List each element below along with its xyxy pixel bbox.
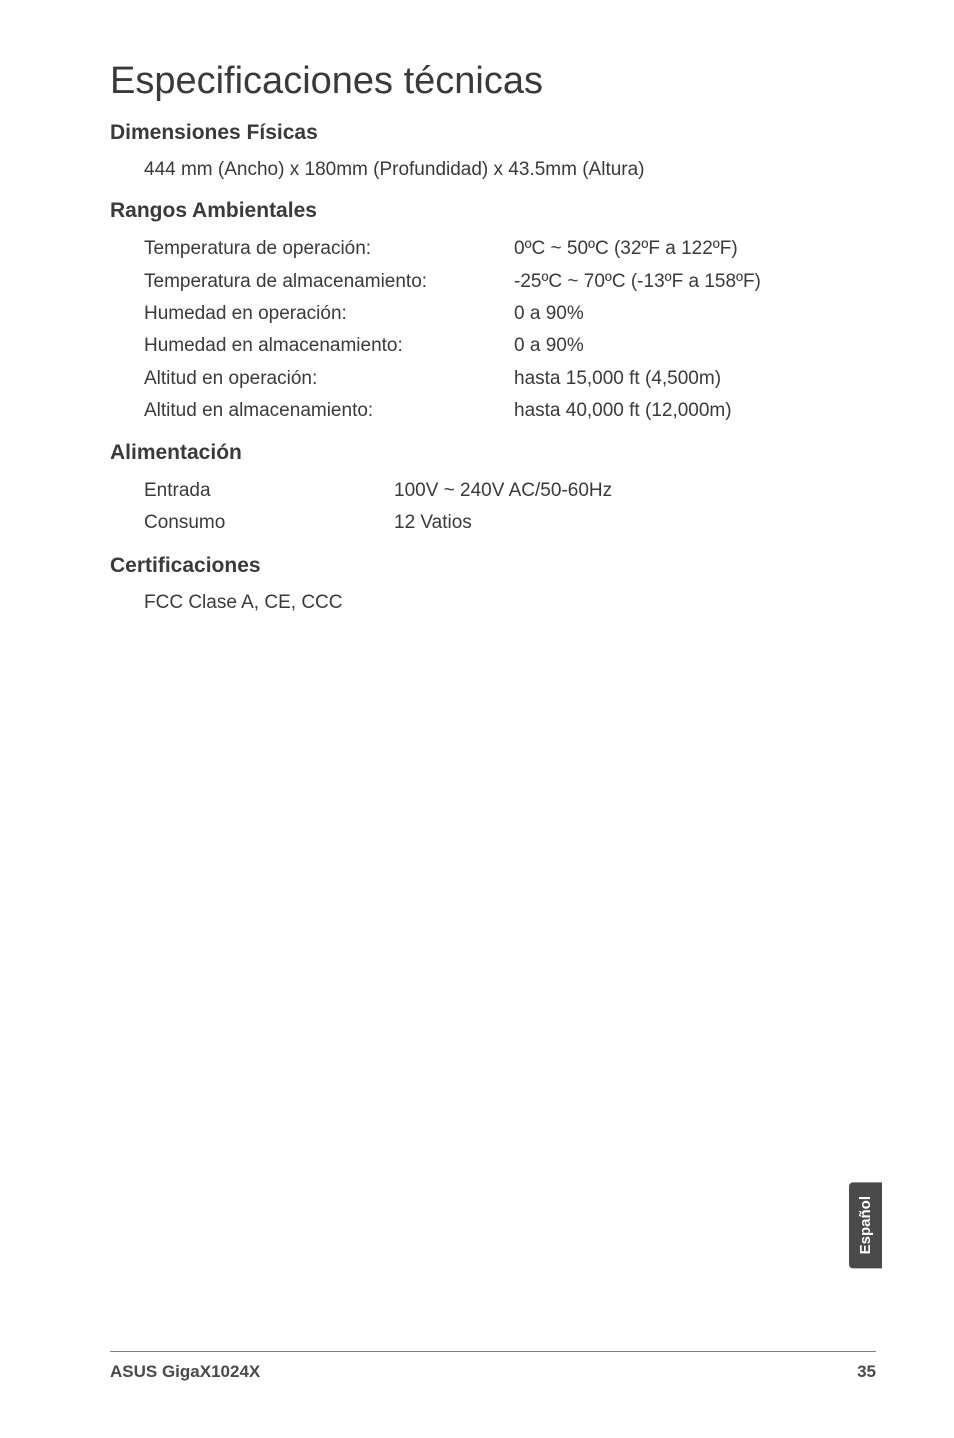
language-tab: Español bbox=[849, 1182, 882, 1268]
spec-label: Temperatura de operación: bbox=[144, 233, 514, 265]
spec-label: Humedad en almacenamiento: bbox=[144, 330, 514, 362]
spec-value: hasta 40,000 ft (12,000m) bbox=[514, 395, 874, 427]
spec-row: Humedad en almacenamiento: 0 a 90% bbox=[144, 330, 874, 362]
page-title: Especificaciones técnicas bbox=[110, 60, 874, 103]
spec-value: 0 a 90% bbox=[514, 298, 874, 330]
section-heading-dimensions: Dimensiones Físicas bbox=[110, 121, 874, 145]
section-heading-cert: Certificaciones bbox=[110, 554, 874, 578]
spec-row: Entrada 100V ~ 240V AC/50-60Hz bbox=[144, 475, 874, 507]
spec-value: 100V ~ 240V AC/50-60Hz bbox=[394, 475, 874, 507]
spec-row: Temperatura de almacenamiento: -25ºC ~ 7… bbox=[144, 266, 874, 298]
spec-row: Consumo 12 Vatios bbox=[144, 507, 874, 539]
spec-label: Temperatura de almacenamiento: bbox=[144, 266, 514, 298]
spec-label: Altitud en almacenamiento: bbox=[144, 395, 514, 427]
footer-page-number: 35 bbox=[857, 1362, 876, 1382]
page-footer: ASUS GigaX1024X 35 bbox=[0, 1351, 954, 1382]
footer-rule bbox=[110, 1351, 876, 1352]
section-heading-environment: Rangos Ambientales bbox=[110, 199, 874, 223]
spec-label: Entrada bbox=[144, 475, 394, 507]
spec-value: 12 Vatios bbox=[394, 507, 874, 539]
spec-value: -25ºC ~ 70ºC (-13ºF a 158ºF) bbox=[514, 266, 874, 298]
spec-value: 0ºC ~ 50ºC (32ºF a 122ºF) bbox=[514, 233, 874, 265]
spec-value: 0 a 90% bbox=[514, 330, 874, 362]
spec-row: Temperatura de operación: 0ºC ~ 50ºC (32… bbox=[144, 233, 874, 265]
spec-value: hasta 15,000 ft (4,500m) bbox=[514, 363, 874, 395]
spec-label: Altitud en operación: bbox=[144, 363, 514, 395]
spec-row: Altitud en operación: hasta 15,000 ft (4… bbox=[144, 363, 874, 395]
spec-label: Consumo bbox=[144, 507, 394, 539]
cert-text: FCC Clase A, CE, CCC bbox=[144, 588, 874, 618]
dimensions-text: 444 mm (Ancho) x 180mm (Profundidad) x 4… bbox=[144, 155, 874, 185]
spec-row: Altitud en almacenamiento: hasta 40,000 … bbox=[144, 395, 874, 427]
footer-product: ASUS GigaX1024X bbox=[110, 1362, 260, 1382]
section-heading-power: Alimentación bbox=[110, 441, 874, 465]
spec-row: Humedad en operación: 0 a 90% bbox=[144, 298, 874, 330]
spec-label: Humedad en operación: bbox=[144, 298, 514, 330]
